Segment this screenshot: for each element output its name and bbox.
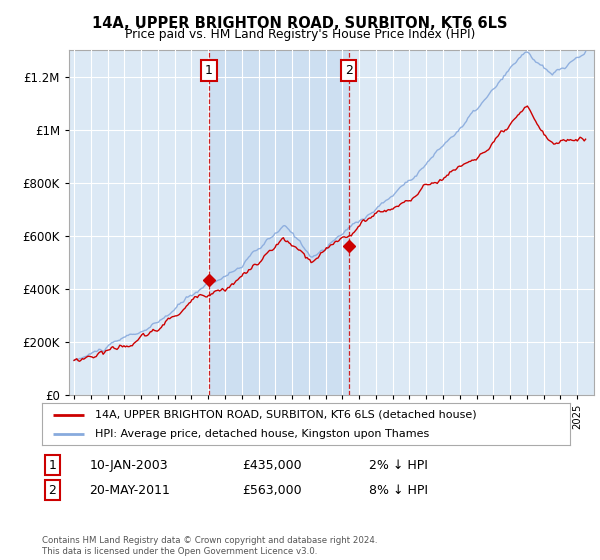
Text: 2% ↓ HPI: 2% ↓ HPI [370,459,428,472]
Text: 2: 2 [49,483,56,497]
Text: £435,000: £435,000 [242,459,302,472]
Text: 2: 2 [345,64,353,77]
Text: 10-JAN-2003: 10-JAN-2003 [89,459,168,472]
Text: £563,000: £563,000 [242,483,302,497]
Text: 14A, UPPER BRIGHTON ROAD, SURBITON, KT6 6LS: 14A, UPPER BRIGHTON ROAD, SURBITON, KT6 … [92,16,508,31]
Text: 14A, UPPER BRIGHTON ROAD, SURBITON, KT6 6LS (detached house): 14A, UPPER BRIGHTON ROAD, SURBITON, KT6 … [95,409,476,419]
Text: Contains HM Land Registry data © Crown copyright and database right 2024.
This d: Contains HM Land Registry data © Crown c… [42,536,377,556]
Text: Price paid vs. HM Land Registry's House Price Index (HPI): Price paid vs. HM Land Registry's House … [125,28,475,41]
Text: HPI: Average price, detached house, Kingston upon Thames: HPI: Average price, detached house, King… [95,429,429,439]
Text: 1: 1 [205,64,213,77]
Text: 1: 1 [49,459,56,472]
Text: 8% ↓ HPI: 8% ↓ HPI [370,483,428,497]
Text: 20-MAY-2011: 20-MAY-2011 [89,483,170,497]
Bar [209,50,349,395]
